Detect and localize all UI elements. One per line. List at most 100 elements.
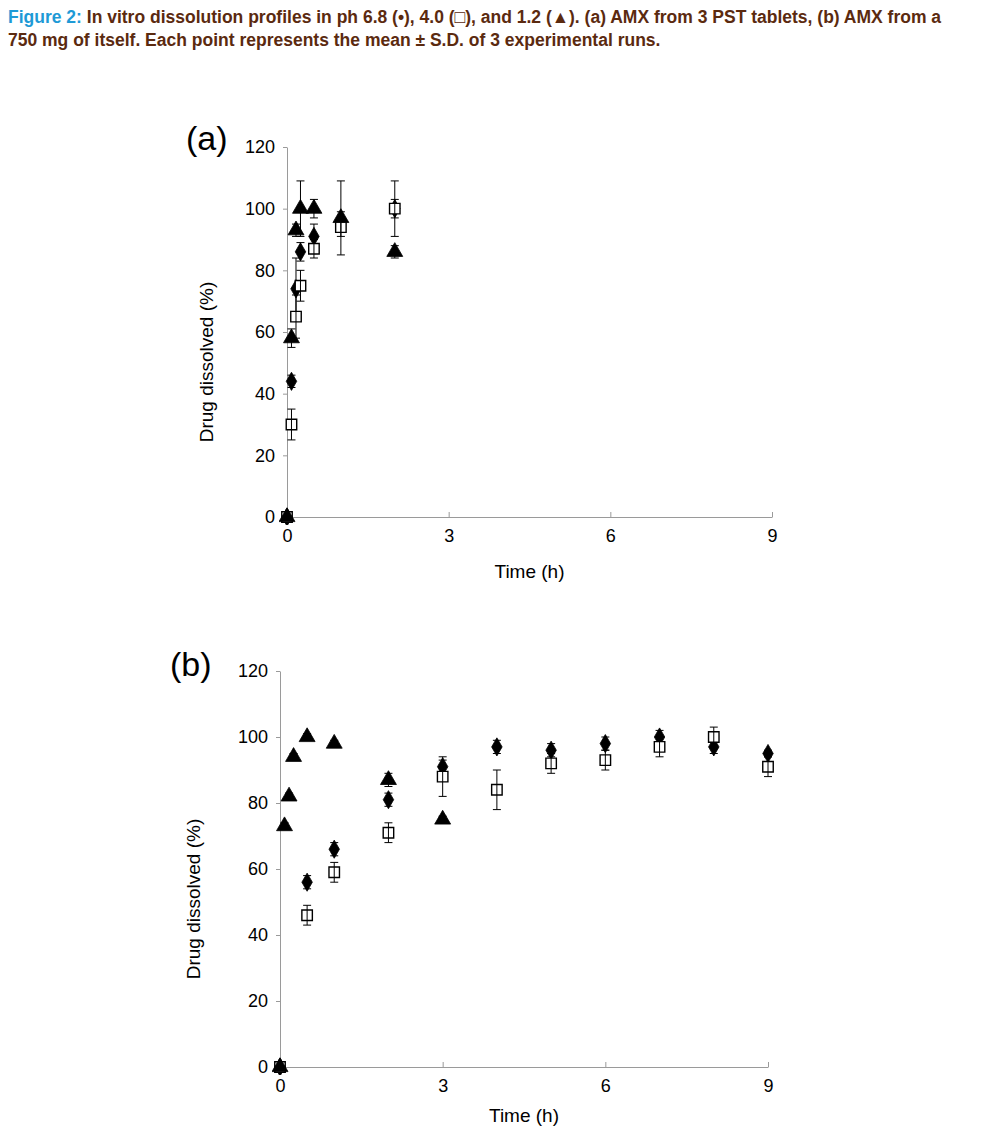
- error-cap: [384, 842, 392, 843]
- axis-line: [280, 672, 281, 1068]
- error-bar: [601, 737, 609, 750]
- axis-line: [288, 517, 773, 518]
- error-cap: [601, 737, 609, 738]
- error-cap: [296, 301, 304, 302]
- error-cap: [310, 258, 318, 259]
- error-cap: [287, 439, 295, 440]
- error-cap: [764, 750, 772, 751]
- error-cap: [287, 409, 295, 410]
- error-cap: [310, 199, 318, 200]
- error-cap: [296, 261, 304, 262]
- point: [435, 810, 451, 824]
- error-line: [334, 740, 335, 747]
- error-cap: [391, 258, 399, 259]
- error-line: [307, 876, 308, 889]
- point: [281, 787, 297, 801]
- error-bar: [303, 905, 311, 925]
- error-bar: [493, 740, 501, 753]
- error-cap: [276, 1067, 284, 1068]
- error-cap: [283, 517, 291, 518]
- tick-mark: [276, 671, 280, 672]
- caption-label: Figure 2:: [8, 7, 82, 27]
- tick: 120: [238, 661, 280, 681]
- error-bar: [276, 1067, 284, 1068]
- series: [272, 728, 451, 1072]
- error-line: [605, 750, 606, 770]
- error-bar: [296, 270, 304, 301]
- error-bar: [656, 737, 664, 757]
- error-cap: [330, 842, 338, 843]
- error-cap: [391, 180, 399, 181]
- error-cap: [391, 217, 399, 218]
- y-axis: 020406080100120: [245, 137, 288, 527]
- error-cap: [384, 773, 392, 774]
- tick-label: 40: [248, 925, 268, 945]
- error-cap: [310, 217, 318, 218]
- error-line: [605, 737, 606, 750]
- error-cap: [384, 793, 392, 794]
- error-line: [496, 770, 497, 810]
- tick-mark: [283, 394, 287, 395]
- error-line: [388, 793, 389, 806]
- error-cap: [283, 517, 291, 518]
- error-line: [313, 240, 314, 259]
- error-cap: [330, 862, 338, 863]
- error-cap: [601, 770, 609, 771]
- error-cap: [601, 750, 609, 751]
- error-line: [394, 246, 395, 258]
- error-bar: [283, 517, 291, 518]
- tick-mark: [276, 869, 280, 870]
- error-cap: [303, 733, 311, 734]
- series: [275, 727, 773, 1072]
- error-cap: [330, 882, 338, 883]
- point: [329, 840, 339, 858]
- tick-mark: [605, 1062, 606, 1067]
- error-cap: [547, 743, 555, 744]
- tick-label: 0: [282, 526, 292, 546]
- error-bar: [310, 199, 318, 218]
- x-axis: 0369: [275, 1062, 773, 1096]
- tick-mark: [768, 1062, 769, 1067]
- error-cap: [439, 816, 447, 817]
- tick: 60: [248, 859, 280, 879]
- error-bar: [330, 862, 338, 882]
- tick: 9: [763, 1062, 773, 1096]
- error-line: [284, 823, 285, 830]
- tick-mark: [449, 512, 450, 517]
- point: [600, 735, 610, 753]
- tick-mark: [772, 512, 773, 517]
- error-cap: [296, 270, 304, 271]
- tick: 40: [255, 384, 287, 404]
- error-cap: [276, 1067, 284, 1068]
- error-line: [300, 270, 301, 301]
- error-cap: [283, 517, 291, 518]
- error-cap: [296, 236, 304, 237]
- tick-mark: [443, 1062, 444, 1067]
- error-cap: [276, 1067, 284, 1068]
- tick-label: 60: [248, 859, 268, 879]
- error-cap: [303, 905, 311, 906]
- error-cap: [710, 727, 718, 728]
- error-cap: [656, 737, 664, 738]
- series: [275, 728, 773, 1075]
- error-bar: [391, 199, 399, 218]
- error-cap: [287, 387, 295, 388]
- error-cap: [337, 180, 345, 181]
- error-cap: [287, 347, 295, 348]
- plot-area: [279, 181, 403, 525]
- tick-mark: [276, 935, 280, 936]
- tick: 20: [255, 446, 287, 466]
- error-line: [289, 793, 290, 800]
- error-cap: [764, 756, 772, 757]
- error-line: [300, 181, 301, 237]
- tick-label: 120: [245, 137, 275, 157]
- error-line: [388, 773, 389, 786]
- error-cap: [290, 760, 298, 761]
- error-bar: [276, 1067, 284, 1068]
- error-cap: [493, 740, 501, 741]
- error-bar: [285, 793, 293, 800]
- tick-mark: [283, 147, 287, 148]
- error-cap: [764, 776, 772, 777]
- axis-line: [281, 1067, 769, 1068]
- error-line: [291, 409, 292, 440]
